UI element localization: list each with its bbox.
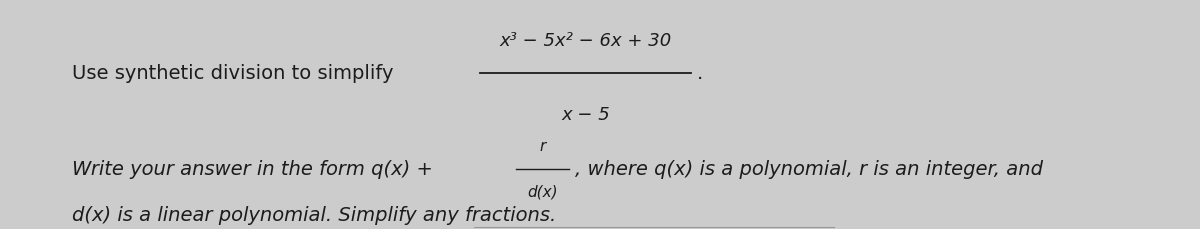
Text: d(x) is a linear polynomial. Simplify any fractions.: d(x) is a linear polynomial. Simplify an… — [72, 206, 557, 225]
Text: d(x): d(x) — [527, 185, 558, 200]
Text: , where q(x) is a polynomial, r is an integer, and: , where q(x) is a polynomial, r is an in… — [575, 160, 1043, 179]
Text: .: . — [697, 64, 703, 83]
Text: Write your answer in the form q(x) +: Write your answer in the form q(x) + — [72, 160, 439, 179]
Text: Use synthetic division to simplify: Use synthetic division to simplify — [72, 64, 394, 83]
Text: x³ − 5x² − 6x + 30: x³ − 5x² − 6x + 30 — [499, 32, 672, 50]
Text: x − 5: x − 5 — [562, 106, 610, 123]
Text: r: r — [539, 139, 546, 154]
